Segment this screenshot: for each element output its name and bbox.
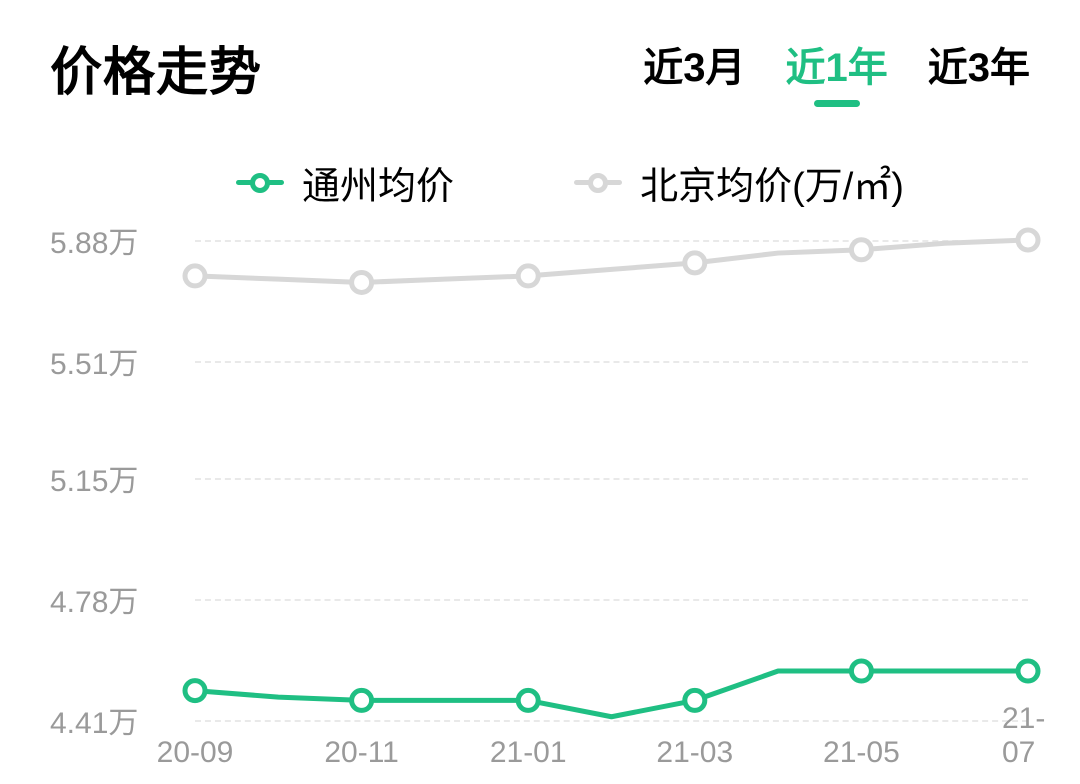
series-line [195,240,1028,282]
data-point-marker[interactable] [1018,230,1038,250]
data-point-marker[interactable] [185,266,205,286]
data-point-marker[interactable] [1018,661,1038,681]
data-point-marker[interactable] [851,240,871,260]
gridline [195,720,1028,722]
x-axis-label: 21-03 [656,736,733,770]
legend-marker-icon [574,173,622,193]
price-trend-chart: 4.41万 4.78万 5.15万 5.51万 5.88万 20-09 20-11 21-0… [0,220,1080,780]
legend-label-b: 北京均价(万/㎡) [640,155,904,210]
x-axis-label: 21-05 [823,736,900,770]
data-point-marker[interactable] [185,681,205,701]
data-point-marker[interactable] [518,690,538,710]
legend-series-b: 北京均价(万/㎡) [574,155,904,210]
legend-series-a: 通州均价 [236,155,454,210]
chart-legend: 通州均价 北京均价(万/㎡) [0,155,1080,210]
legend-label-a: 通州均价 [302,155,454,210]
page-title: 价格走势 [50,30,262,105]
x-axis-label: 21-01 [490,736,567,770]
x-axis-label: 20-11 [324,736,399,770]
y-axis-label: 5.51万 [50,339,138,383]
series-line [195,671,1028,717]
y-axis-label: 5.15万 [50,456,138,500]
chart-header: 价格走势 近3月 近1年 近3年 [0,20,1080,125]
data-point-marker[interactable] [352,272,372,292]
y-axis-label: 4.78万 [50,577,138,621]
x-axis-label: 21-07 [1002,702,1054,770]
tab-3y[interactable]: 近3年 [928,35,1030,101]
y-axis-label: 5.88万 [50,218,138,262]
y-axis-label: 4.41万 [50,698,138,742]
tab-3m[interactable]: 近3月 [643,35,745,101]
data-point-marker[interactable] [518,266,538,286]
tab-1y[interactable]: 近1年 [786,35,888,101]
legend-marker-icon [236,173,284,193]
data-point-marker[interactable] [685,690,705,710]
x-axis-label: 20-09 [157,736,234,770]
data-point-marker[interactable] [685,253,705,273]
data-point-marker[interactable] [352,690,372,710]
time-range-tabs: 近3月 近1年 近3年 [643,35,1030,101]
data-point-marker[interactable] [851,661,871,681]
